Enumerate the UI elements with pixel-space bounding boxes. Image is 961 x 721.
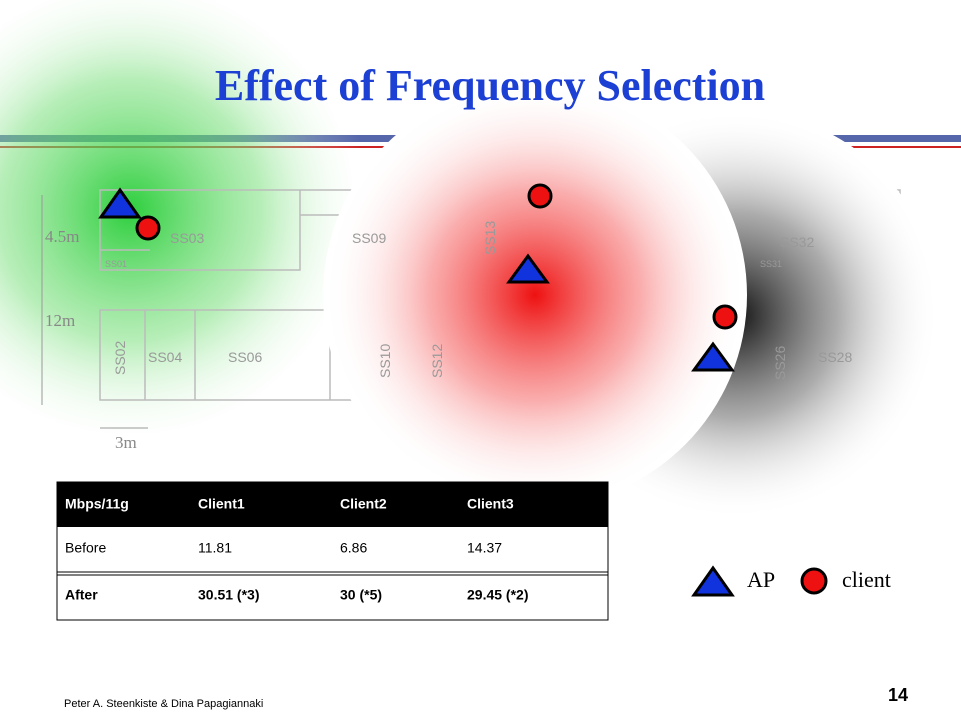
table-header: Client1 xyxy=(198,496,245,512)
legend-label: client xyxy=(842,567,891,592)
room-label: SS26 xyxy=(772,346,788,380)
dimension: 3m xyxy=(115,433,137,452)
slide-title: Effect of Frequency Selection xyxy=(215,61,765,110)
room-label: SS32 xyxy=(780,234,814,250)
client-icon xyxy=(527,183,553,209)
room-label: SS01 xyxy=(105,259,127,269)
coverage-red xyxy=(323,83,747,507)
room-label: SS10 xyxy=(377,344,393,378)
table-cell: 30.51 (*3) xyxy=(198,587,259,603)
throughput-table: Mbps/11g Client1 Client2 Client3 Before … xyxy=(56,481,609,621)
room-label: SS02 xyxy=(112,341,128,375)
table-cell: 11.81 xyxy=(198,540,232,556)
dimension: 4.5m xyxy=(45,227,79,246)
dimension: 12m xyxy=(45,311,75,330)
table-cell: 29.45 (*2) xyxy=(467,587,528,603)
ap-icon xyxy=(98,187,142,219)
footer-authors: Peter A. Steenkiste & Dina Papagiannaki xyxy=(64,698,263,710)
table-cell: After xyxy=(65,587,98,603)
table-cell: 30 (*5) xyxy=(340,587,382,603)
room-label: SS12 xyxy=(429,344,445,378)
client-icon xyxy=(135,215,161,241)
legend-ap-icon xyxy=(691,565,735,597)
room-label: SS09 xyxy=(352,230,386,246)
table-cell: Before xyxy=(65,540,106,556)
page-number: 14 xyxy=(888,685,908,705)
table-border xyxy=(56,481,609,621)
room-label: SS31 xyxy=(760,259,782,269)
room-label: SS04 xyxy=(148,349,182,365)
table-header: Client3 xyxy=(467,496,514,512)
room-label: SS13 xyxy=(482,221,498,255)
devices xyxy=(98,183,738,372)
table-header: Mbps/11g xyxy=(65,496,129,512)
ap-icon xyxy=(691,341,735,372)
ap-icon xyxy=(506,253,550,284)
legend-label: AP xyxy=(747,567,775,592)
table-header: Client2 xyxy=(340,496,387,512)
legend-client-icon xyxy=(800,567,828,595)
room-label: SS28 xyxy=(818,349,852,365)
table-cell: 14.37 xyxy=(467,540,502,556)
coverage-green xyxy=(0,0,370,450)
room-label: SS06 xyxy=(228,349,262,365)
room-label: SS03 xyxy=(170,230,204,246)
client-icon xyxy=(712,304,738,330)
table-cell: 6.86 xyxy=(340,540,367,556)
legend: AP client xyxy=(691,565,891,597)
table-header-bg xyxy=(57,482,608,527)
